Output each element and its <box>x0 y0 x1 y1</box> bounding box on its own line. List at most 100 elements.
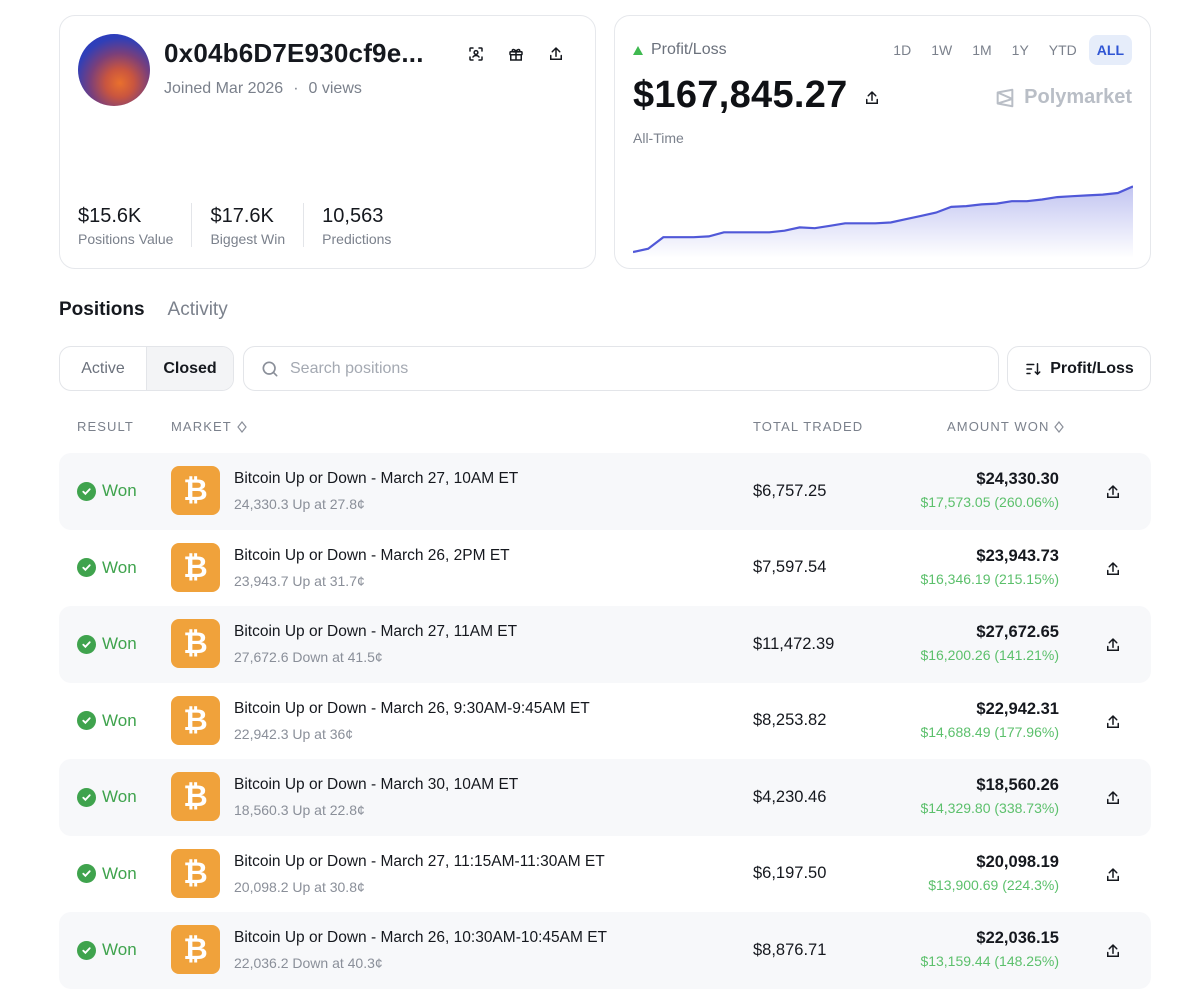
gift-icon[interactable] <box>504 42 528 66</box>
share-icon[interactable] <box>544 42 568 66</box>
bitcoin-icon: ₿ <box>171 466 220 515</box>
column-header-label: TOTAL TRADED <box>753 419 864 434</box>
result-cell: Won <box>77 836 137 913</box>
profile-card: 0x04b6D7E930cf9e... Joined Mar 2026 · 0 … <box>59 15 596 269</box>
table-row[interactable]: Won ₿ Bitcoin Up or Down - March 27, 10A… <box>59 453 1151 530</box>
profit-gain: $13,159.44 (148.25%) <box>920 953 1059 969</box>
table-row[interactable]: Won ₿ Bitcoin Up or Down - March 26, 2PM… <box>59 530 1151 607</box>
range-tab-ytd[interactable]: YTD <box>1048 42 1077 58</box>
table-row[interactable]: Won ₿ Bitcoin Up or Down - March 30, 10A… <box>59 759 1151 836</box>
total-traded: $8,876.71 <box>753 940 827 959</box>
pnl-label: Profit/Loss <box>651 41 727 58</box>
pnl-area <box>633 186 1133 258</box>
range-tab-all[interactable]: ALL <box>1088 35 1132 65</box>
market-title[interactable]: Bitcoin Up or Down - March 26, 10:30AM-1… <box>234 929 608 946</box>
table-row[interactable]: Won ₿ Bitcoin Up or Down - March 26, 9:3… <box>59 683 1151 760</box>
market-subtitle: 24,330.3 Up at 27.8¢ <box>234 496 365 512</box>
search-icon <box>262 361 278 376</box>
check-circle-icon <box>77 787 96 807</box>
share-icon[interactable] <box>860 86 884 110</box>
filter-closed-button[interactable]: Closed <box>146 347 233 390</box>
stat-predictions: 10,563 Predictions <box>322 203 409 247</box>
total-traded: $7,597.54 <box>753 558 827 577</box>
amount-won: $22,036.15 <box>976 929 1059 947</box>
sort-button[interactable]: Profit/Loss <box>1007 346 1151 391</box>
column-header-total-traded: TOTAL TRADED <box>753 419 863 434</box>
result-label: Won <box>102 940 137 960</box>
check-circle-icon <box>77 711 96 731</box>
market-subtitle: 20,098.2 Up at 30.8¢ <box>234 878 365 895</box>
profit-gain: $13,900.69 (224.3%) <box>928 876 1059 893</box>
bitcoin-icon: ₿ <box>171 695 220 745</box>
market-subtitle: 27,672.6 Down at 41.5¢ <box>234 649 383 665</box>
check-circle-icon <box>77 558 96 578</box>
column-header-result: RESULT <box>77 419 134 434</box>
amount-won: $22,942.31 <box>976 699 1059 718</box>
market-title[interactable]: Bitcoin Up or Down - March 30, 10AM ET <box>234 776 519 793</box>
market-subtitle: 22,036.2 Down at 40.3¢ <box>234 955 383 971</box>
share-icon[interactable] <box>1101 786 1125 810</box>
total-traded: $6,757.25 <box>753 481 827 500</box>
profit-gain: $16,200.26 (141.21%) <box>920 647 1059 663</box>
share-icon[interactable] <box>1101 557 1125 581</box>
share-icon[interactable] <box>1101 633 1125 657</box>
filter-active-button[interactable]: Active <box>81 359 125 377</box>
profit-gain: $16,346.19 (215.15%) <box>920 570 1059 587</box>
total-traded: $6,197.50 <box>753 864 827 883</box>
pnl-amount: $167,845.27 <box>633 74 848 116</box>
market-title[interactable]: Bitcoin Up or Down - March 27, 11AM ET <box>234 623 518 640</box>
column-header-market[interactable]: MARKET <box>171 419 247 434</box>
tab-activity[interactable]: Activity <box>167 299 228 320</box>
range-tab-1y[interactable]: 1Y <box>1011 42 1029 58</box>
tab-positions[interactable]: Positions <box>59 299 145 320</box>
stat-label: Predictions <box>322 231 392 247</box>
profile-stats: $15.6K Positions Value $17.6K Biggest Wi… <box>78 203 427 247</box>
result-cell: Won <box>77 912 137 989</box>
total-traded: $11,472.39 <box>753 634 835 653</box>
share-icon[interactable] <box>1101 863 1125 887</box>
positions-table: Won ₿ Bitcoin Up or Down - March 27, 10A… <box>59 453 1151 989</box>
sort-icon <box>1026 362 1041 375</box>
stat-value: 10,563 <box>322 205 384 227</box>
market-title[interactable]: Bitcoin Up or Down - March 27, 11:15AM-1… <box>234 852 605 870</box>
result-cell: Won <box>77 683 137 760</box>
result-cell: Won <box>77 453 137 530</box>
pnl-header: Profit/Loss <box>633 41 727 59</box>
result-label: Won <box>102 634 137 654</box>
search-box <box>243 346 999 391</box>
period-label: All-Time <box>633 130 684 146</box>
search-input[interactable] <box>290 359 970 378</box>
table-row[interactable]: Won ₿ Bitcoin Up or Down - March 27, 11:… <box>59 836 1151 913</box>
meta-separator: · <box>293 80 299 97</box>
market-subtitle: 23,943.7 Up at 31.7¢ <box>234 572 365 589</box>
profile-actions <box>464 42 568 66</box>
stat-biggest-win: $17.6K Biggest Win <box>210 203 305 247</box>
avatar[interactable] <box>78 34 150 106</box>
range-tab-1w[interactable]: 1W <box>931 42 953 58</box>
profit-gain: $14,329.80 (338.73%) <box>920 800 1059 816</box>
joined-date: Joined Mar 2026 <box>164 80 284 97</box>
share-icon[interactable] <box>1101 939 1125 963</box>
column-header-amount-won[interactable]: AMOUNT WON <box>947 419 1065 434</box>
market-title[interactable]: Bitcoin Up or Down - March 27, 10AM ET <box>234 470 519 487</box>
view-count: 0 views <box>308 80 362 97</box>
profit-gain: $14,688.49 (177.96%) <box>920 723 1059 740</box>
share-icon[interactable] <box>1101 710 1125 734</box>
result-cell: Won <box>77 759 137 836</box>
pnl-line <box>633 185 1133 254</box>
profile-meta: Joined Mar 2026 · 0 views <box>164 80 362 98</box>
table-row[interactable]: Won ₿ Bitcoin Up or Down - March 26, 10:… <box>59 912 1151 989</box>
bitcoin-icon: ₿ <box>171 619 220 668</box>
brand: Polymarket <box>994 86 1132 109</box>
market-title[interactable]: Bitcoin Up or Down - March 26, 9:30AM-9:… <box>234 699 590 717</box>
scan-icon[interactable] <box>464 42 488 66</box>
market-title[interactable]: Bitcoin Up or Down - March 26, 2PM ET <box>234 546 510 564</box>
bitcoin-icon: ₿ <box>171 542 220 592</box>
share-icon[interactable] <box>1101 480 1125 504</box>
range-tab-1m[interactable]: 1M <box>972 42 992 58</box>
column-header-label: RESULT <box>77 419 134 434</box>
table-row[interactable]: Won ₿ Bitcoin Up or Down - March 27, 11A… <box>59 606 1151 683</box>
pnl-card: Profit/Loss 1D 1W 1M 1Y YTD ALL $167,845… <box>614 15 1151 269</box>
amount-won: $27,672.65 <box>976 623 1059 641</box>
range-tab-1d[interactable]: 1D <box>893 42 912 58</box>
